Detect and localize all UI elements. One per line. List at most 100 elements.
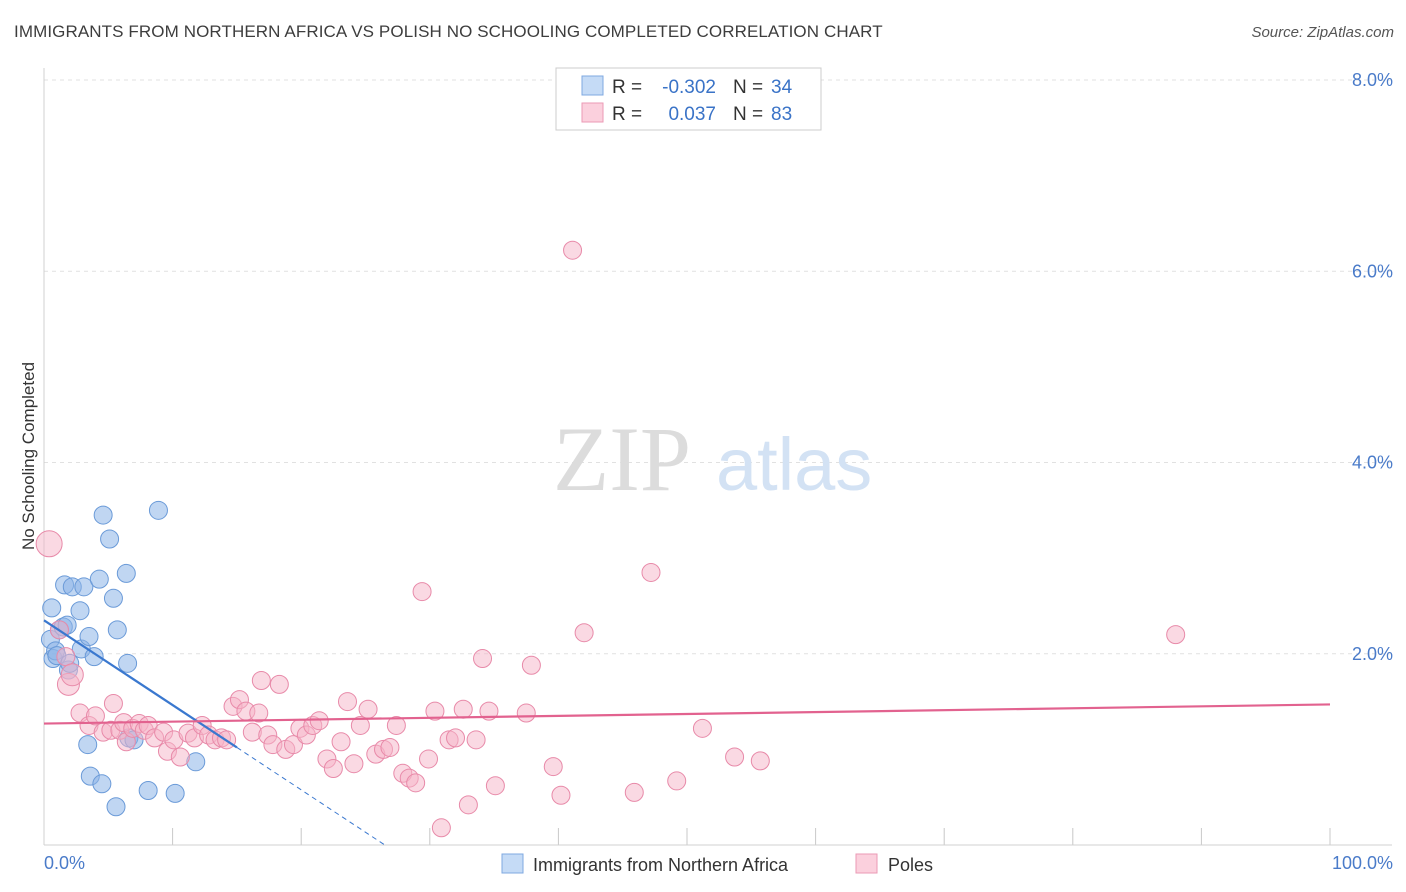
- immigrants-point-15: [78, 735, 98, 755]
- immigrants-point-18: [84, 647, 104, 667]
- immigrants-point-16: [79, 627, 99, 647]
- immigrants-point-21: [93, 505, 113, 525]
- poles-point-60: [419, 749, 439, 769]
- y-tick-label-3: 8.0%: [1352, 70, 1393, 90]
- legend-label-immigrants[interactable]: Immigrants from Northern Africa: [533, 855, 789, 875]
- poles-point-71: [516, 703, 536, 723]
- y-axis-title: No Schooling Completed: [19, 362, 38, 550]
- stats-r-label-immigrants: R =: [612, 77, 642, 98]
- immigrants-point-30: [138, 780, 158, 800]
- poles-point-62: [431, 818, 451, 838]
- chart-title: IMMIGRANTS FROM NORTHERN AFRICA VS POLIS…: [14, 22, 883, 41]
- chart-source: Source: ZipAtlas.com: [1251, 24, 1394, 41]
- poles-point-81: [725, 747, 745, 767]
- stats-r-label-poles: R =: [612, 104, 642, 125]
- poles-point-34: [249, 703, 269, 723]
- poles-point-64: [446, 728, 466, 748]
- poles-point-38: [269, 674, 289, 694]
- poles-point-76: [574, 623, 594, 643]
- x-tick-label-max: 100.0%: [1332, 853, 1393, 873]
- stats-box: R = -0.302 N = 34 R = 0.037 N = 83: [555, 67, 822, 131]
- immigrants-point-23: [103, 588, 123, 608]
- legend-swatch-immigrants[interactable]: [501, 853, 524, 874]
- legend-swatch-poles[interactable]: [855, 853, 878, 874]
- poles-point-2: [56, 647, 76, 667]
- poles-point-69: [479, 701, 499, 721]
- poles-point-72: [521, 655, 541, 675]
- watermark: ZIP atlas: [553, 408, 872, 510]
- poles-point-78: [641, 562, 661, 582]
- trend-lines: [43, 619, 1331, 846]
- poles-point-55: [386, 715, 406, 735]
- immigrants-point-31: [148, 500, 168, 520]
- stats-swatch-poles: [581, 102, 604, 123]
- poles-trend-line: [43, 703, 1331, 725]
- immigrants-point-24: [106, 797, 126, 817]
- legend-label-poles[interactable]: Poles: [888, 855, 933, 875]
- poles-point-79: [667, 771, 687, 791]
- poles-point-46: [323, 759, 343, 778]
- poles-point-7: [85, 706, 105, 726]
- immigrants-point-26: [116, 563, 136, 583]
- immigrants-point-12: [70, 601, 90, 621]
- stats-n-value-immigrants: 34: [771, 77, 793, 98]
- immigrants-point-14: [74, 577, 94, 597]
- data-points: [35, 240, 1186, 838]
- poles-point-58: [406, 773, 426, 793]
- immigrants-point-19: [89, 569, 109, 589]
- poles-point-35: [251, 671, 271, 691]
- poles-point-67: [466, 730, 486, 750]
- immigrants-point-32: [165, 783, 185, 803]
- poles-point-47: [331, 732, 351, 752]
- poles-point-49: [344, 754, 364, 774]
- poles-point-54: [380, 737, 400, 757]
- legend: Immigrants from Northern Africa Poles: [501, 853, 933, 875]
- poles-point-22: [170, 747, 190, 767]
- poles-point-83: [1166, 625, 1186, 645]
- immigrants-point-20: [92, 774, 112, 794]
- poles-point-0: [35, 530, 63, 558]
- poles-point-48: [337, 692, 357, 712]
- y-tick-label-2: 6.0%: [1352, 261, 1393, 281]
- poles-point-77: [624, 782, 644, 802]
- poles-point-59: [412, 582, 432, 602]
- poles-point-44: [309, 711, 329, 731]
- x-tick-label-min: 0.0%: [44, 853, 85, 873]
- immigrants-point-25: [107, 620, 127, 640]
- y-tick-label-1: 4.0%: [1352, 453, 1393, 473]
- poles-point-82: [750, 751, 770, 771]
- poles-point-68: [473, 649, 493, 669]
- stats-r-value-poles: 0.037: [668, 104, 716, 125]
- immigrants-point-22: [100, 529, 120, 549]
- axes: [43, 68, 1392, 846]
- poles-point-74: [551, 785, 571, 805]
- poles-point-40: [283, 735, 303, 755]
- watermark-atlas: atlas: [716, 423, 872, 506]
- poles-point-75: [563, 240, 583, 260]
- stats-r-value-immigrants: -0.302: [662, 77, 716, 98]
- immigrants-point-27: [118, 653, 138, 673]
- poles-point-61: [425, 701, 445, 721]
- immigrants-trend-line-extension: [236, 747, 386, 846]
- stats-n-value-poles: 83: [771, 104, 792, 125]
- poles-point-70: [485, 776, 505, 796]
- grid-lines: [44, 79, 1392, 845]
- poles-point-80: [692, 718, 712, 738]
- poles-point-66: [458, 795, 478, 815]
- poles-point-73: [543, 757, 563, 777]
- immigrants-point-1: [42, 598, 62, 618]
- poles-point-10: [103, 693, 123, 713]
- poles-point-65: [453, 699, 473, 719]
- poles-point-51: [358, 699, 378, 719]
- stats-swatch-immigrants: [581, 75, 604, 96]
- stats-n-label-immigrants: N =: [733, 77, 763, 98]
- watermark-zip: ZIP: [553, 408, 691, 510]
- poles-point-33: [242, 722, 262, 742]
- y-tick-label-0: 2.0%: [1352, 644, 1393, 664]
- immigrants-trend-line: [43, 619, 238, 749]
- tick-labels: 2.0% 4.0% 6.0% 8.0% 0.0% 100.0%: [44, 70, 1393, 873]
- stats-n-label-poles: N =: [733, 104, 763, 125]
- poles-point-50: [350, 715, 370, 735]
- poles-point-4: [60, 663, 84, 687]
